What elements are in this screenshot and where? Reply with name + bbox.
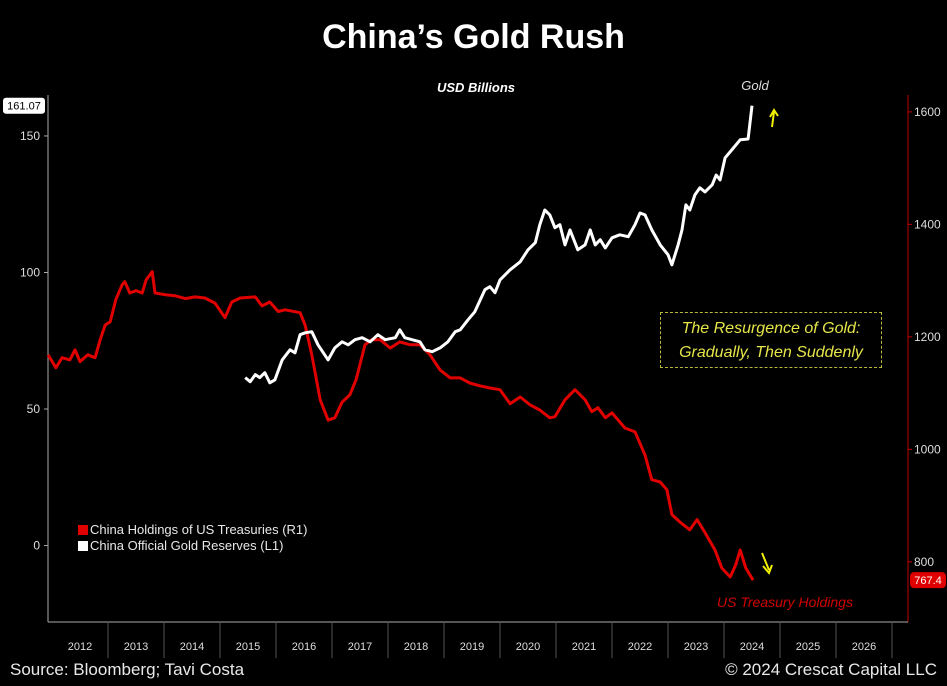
callout-line-1: The Resurgence of Gold: xyxy=(681,320,861,337)
x-tick-label: 2013 xyxy=(124,641,148,653)
right-tick-label: 1000 xyxy=(914,442,941,456)
x-tick-label: 2025 xyxy=(796,641,820,653)
legend: China Holdings of US Treasuries (R1) Chi… xyxy=(78,522,307,554)
legend-item-gold: China Official Gold Reserves (L1) xyxy=(78,538,307,554)
right-tick-label: 1200 xyxy=(914,330,941,344)
left-tick-label: 150 xyxy=(20,129,40,143)
source-note: Source: Bloomberg; Tavi Costa xyxy=(10,660,245,679)
treasury-label: US Treasury Holdings xyxy=(717,594,853,610)
left-tick-label: 50 xyxy=(27,402,41,416)
x-tick-label: 2024 xyxy=(740,641,764,653)
x-tick-label: 2017 xyxy=(348,641,372,653)
x-tick-label: 2012 xyxy=(68,641,92,653)
x-tick-label: 2020 xyxy=(516,641,540,653)
legend-swatch-white xyxy=(78,541,88,551)
right-tick-label: 1400 xyxy=(914,217,941,231)
up-arrow-icon xyxy=(769,108,779,128)
right-badge-text: 767.4 xyxy=(914,575,942,587)
down-arrow-icon xyxy=(761,552,773,575)
subtitle-units: USD Billions xyxy=(437,80,515,95)
chart-title: China’s Gold Rush xyxy=(322,18,625,56)
x-tick-label: 2016 xyxy=(292,641,316,653)
gold-label: Gold xyxy=(741,78,769,93)
right-tick-label: 800 xyxy=(914,555,934,569)
x-tick-label: 2022 xyxy=(628,641,652,653)
x-tick-label: 2019 xyxy=(460,641,484,653)
x-tick-label: 2015 xyxy=(236,641,260,653)
x-tick-label: 2023 xyxy=(684,641,708,653)
legend-swatch-red xyxy=(78,525,88,535)
x-tick-label: 2018 xyxy=(404,641,428,653)
x-tick-label: 2014 xyxy=(180,641,204,653)
left-tick-label: 100 xyxy=(20,265,40,279)
callout-box: The Resurgence of Gold: Gradually, Then … xyxy=(660,312,882,368)
left-badge-text: 161.07 xyxy=(7,101,41,113)
legend-label: China Holdings of US Treasuries (R1) xyxy=(90,522,308,537)
legend-label: China Official Gold Reserves (L1) xyxy=(90,538,284,553)
left-badge-bg xyxy=(3,97,45,114)
legend-item-treasury: China Holdings of US Treasuries (R1) xyxy=(78,522,307,538)
right-tick-label: 1600 xyxy=(914,105,941,119)
copyright-note: © 2024 Crescat Capital LLC xyxy=(725,660,937,679)
callout-line-2: Gradually, Then Suddenly xyxy=(679,344,863,361)
gold-line xyxy=(244,105,754,385)
x-tick-label: 2021 xyxy=(572,641,596,653)
left-tick-label: 0 xyxy=(33,539,40,553)
x-tick-label: 2026 xyxy=(852,641,876,653)
right-badge-bg xyxy=(910,572,946,589)
